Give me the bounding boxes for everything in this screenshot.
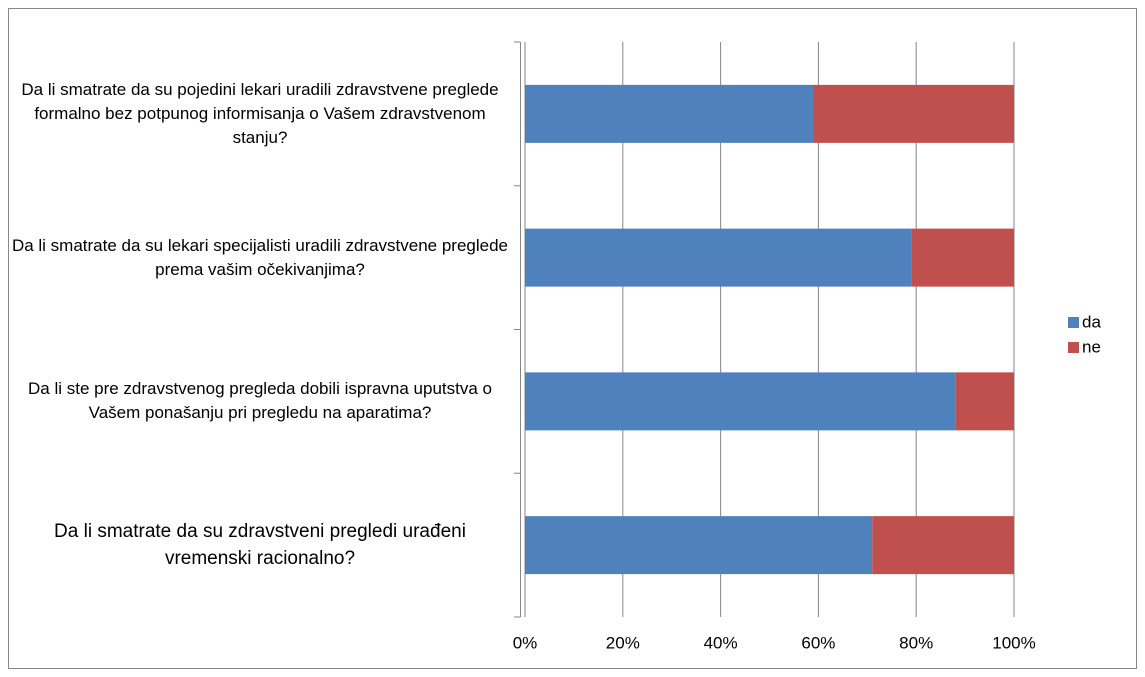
bar-segment [525,372,956,431]
y-tick-label: Da li smatrate da su zdravstveni pregled… [54,521,466,570]
x-tick-label: 60% [801,633,835,652]
legend-label: ne [1082,337,1101,356]
bar-segment [872,516,1014,575]
x-tick-label: 100% [992,633,1035,652]
y-tick-label: Da li smatrate da su pojedini lekari ura… [21,79,499,147]
bar-segment [955,372,1014,431]
bar-segment [525,516,873,575]
x-tick-label: 0% [513,633,538,652]
bar-segment [813,84,1014,143]
legend-swatch [1068,317,1079,328]
y-tick-label: Da li smatrate da su lekari specijalisti… [11,235,509,279]
x-tick-label: 40% [704,633,738,652]
x-tick-label: 20% [606,633,640,652]
legend-label: da [1082,312,1101,331]
bar-segment [525,228,912,287]
bar-segment [525,84,814,143]
y-tick-label: Da li ste pre zdravstvenog pregleda dobi… [28,379,492,423]
legend-swatch [1068,342,1079,353]
x-tick-label: 80% [899,633,933,652]
bar-segment [911,228,1014,287]
